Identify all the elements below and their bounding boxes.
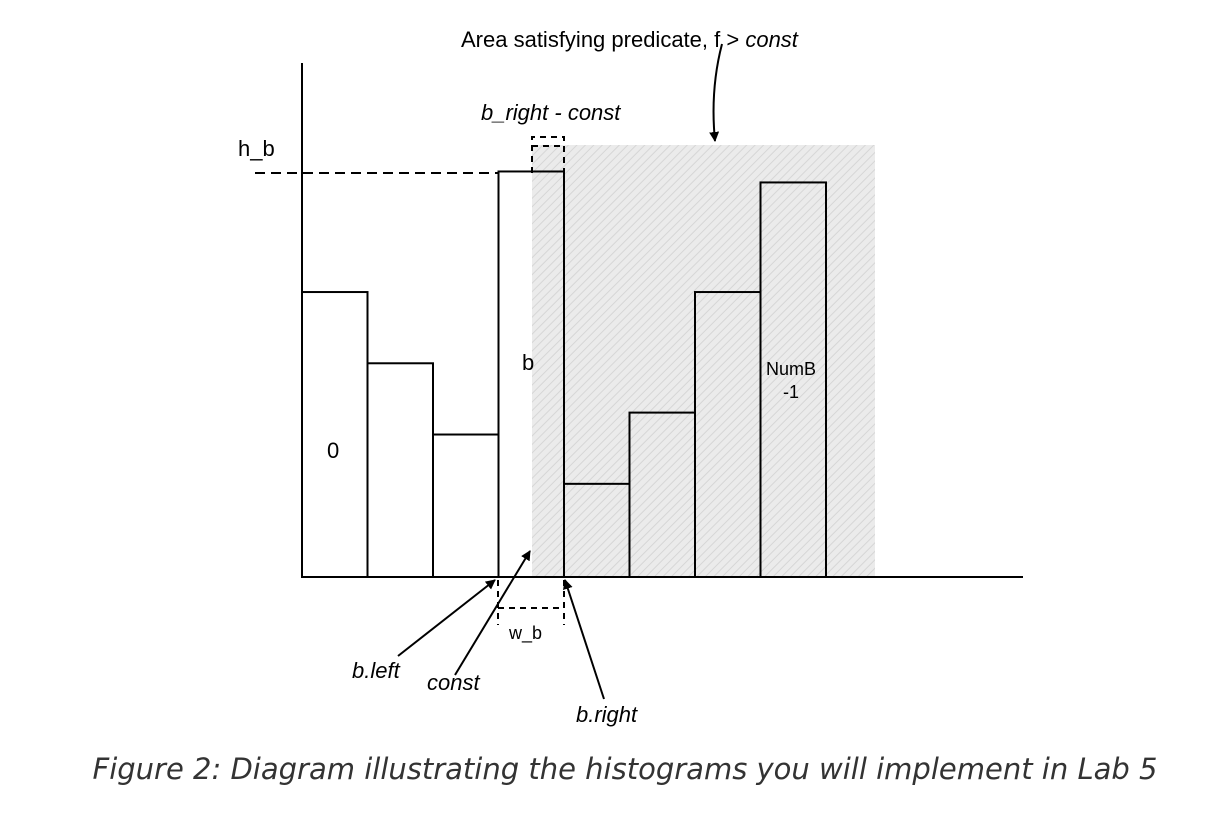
bin-b-label: b xyxy=(522,350,534,375)
predicate-label: Area satisfying predicate, f > const xyxy=(461,27,799,52)
bin-last-label-line2: -1 xyxy=(783,382,799,402)
histogram-bars xyxy=(301,170,827,578)
b-right-label: b.right xyxy=(576,702,638,727)
const-label: const xyxy=(427,670,480,695)
bin-last-label-line1: NumB xyxy=(766,359,816,379)
b-left-arrow xyxy=(397,579,496,657)
bin-zero-label: 0 xyxy=(327,438,339,463)
predicate-shaded-area xyxy=(532,145,875,577)
histogram-bin-2 xyxy=(432,433,500,578)
highlighted-bin-unshaded-part xyxy=(499,172,532,577)
histogram-bin-1 xyxy=(366,362,434,578)
histogram-bin-0 xyxy=(301,291,369,578)
w-b-label: w_b xyxy=(508,623,542,644)
predicate-arrow xyxy=(709,43,723,142)
b-right-minus-const-label: b_right - const xyxy=(481,100,621,125)
figure-caption: Figure 2: Diagram illustrating the histo… xyxy=(92,752,1158,786)
const-arrow xyxy=(454,550,531,676)
b-right-minus-const-bracket xyxy=(531,136,565,173)
h-b-label: h_b xyxy=(238,136,275,161)
b-left-label: b.left xyxy=(352,658,401,683)
b-right-arrow xyxy=(563,579,605,700)
